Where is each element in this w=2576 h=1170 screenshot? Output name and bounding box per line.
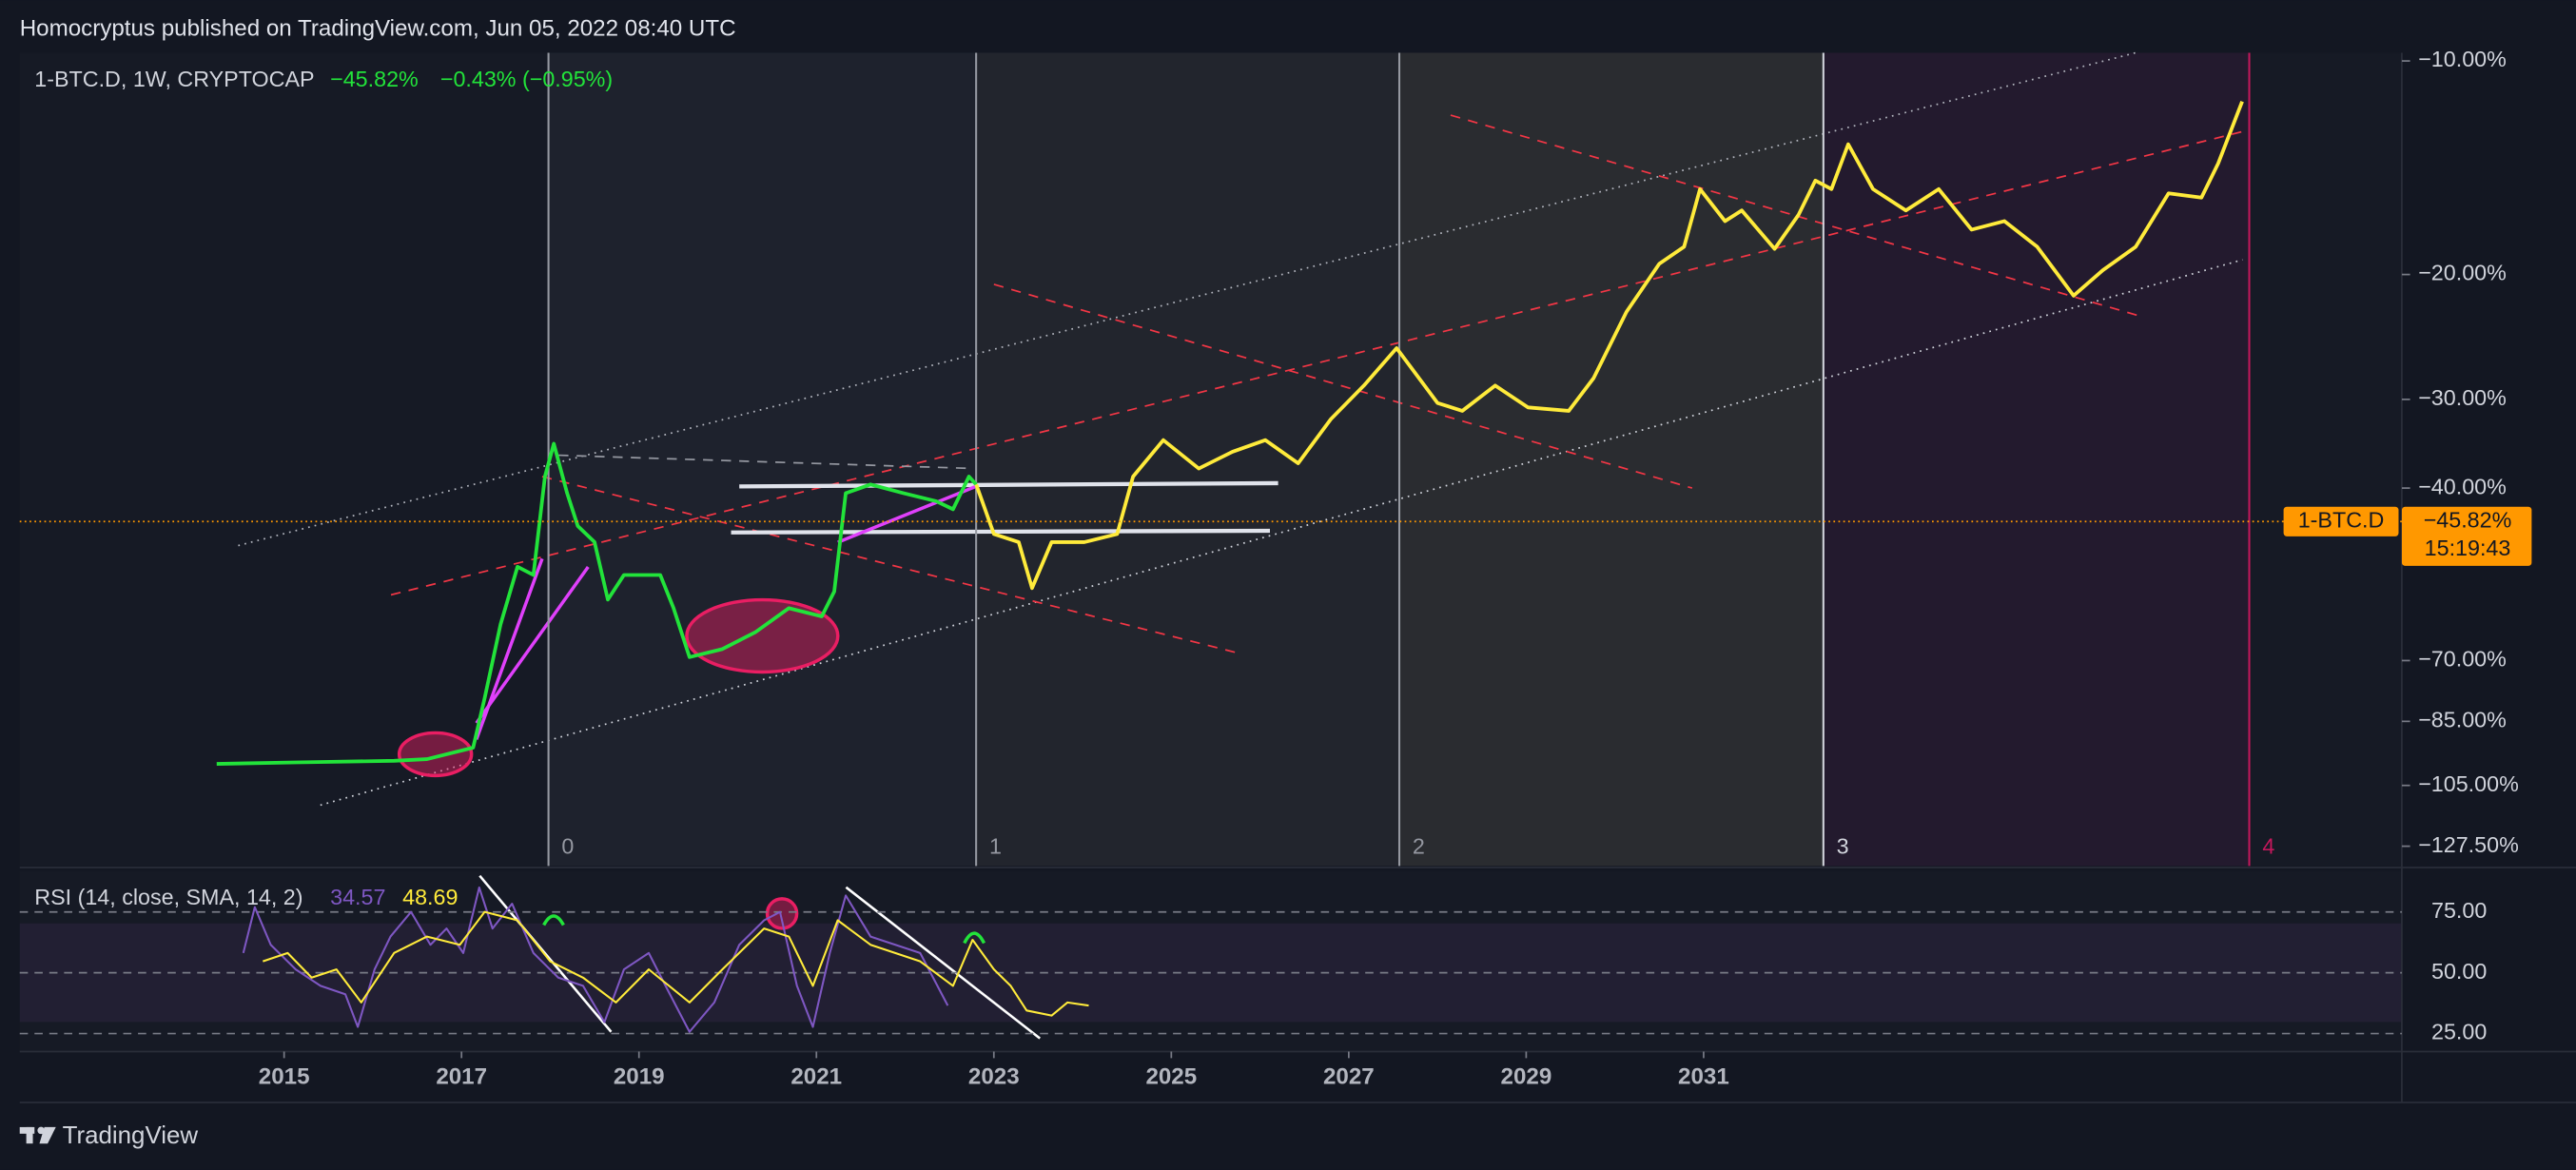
- footer-brand: TradingView: [63, 1122, 199, 1149]
- y-tick-label: −20.00%: [2418, 261, 2507, 285]
- y-tick-label: −85.00%: [2418, 708, 2507, 732]
- footer-logo: [19, 1126, 56, 1144]
- cycle-label: 1: [989, 833, 1002, 858]
- rsi-tick-label: 75.00: [2431, 898, 2487, 923]
- rsi-legend: RSI (14, close, SMA, 14, 2): [34, 885, 302, 909]
- y-tick-label: −105.00%: [2418, 771, 2519, 796]
- trend-line: [1450, 114, 2145, 319]
- publisher-header: Homocryptus published on TradingView.com…: [20, 16, 736, 42]
- y-tick-label: −40.00%: [2418, 474, 2507, 498]
- price-tag: [2401, 506, 2532, 566]
- sma-last: 48.69: [402, 885, 458, 909]
- price-line: [216, 441, 978, 766]
- x-tick-label: 2031: [1678, 1064, 1729, 1090]
- cycle-label: 2: [1413, 833, 1425, 858]
- price-tag-countdown: 15:19:43: [2425, 536, 2511, 560]
- y-tick-label: −127.50%: [2418, 832, 2519, 857]
- rsi-last: 34.57: [330, 885, 385, 909]
- arc-marker: [542, 914, 565, 926]
- x-tick-label: 2015: [259, 1064, 310, 1090]
- channel-line: [238, 51, 2137, 547]
- y-tick-label: −30.00%: [2418, 385, 2507, 410]
- y-tick-label: −10.00%: [2418, 47, 2507, 71]
- level-line: [739, 480, 1278, 489]
- x-tick-label: 2021: [790, 1064, 842, 1090]
- x-tick-label: 2027: [1323, 1064, 1375, 1090]
- rsi-highlight: [765, 897, 799, 930]
- cycle-region: [1399, 52, 1824, 867]
- price-line: [974, 101, 2244, 591]
- support-line: [837, 484, 977, 544]
- rsi-tick-label: 25.00: [2431, 1020, 2487, 1044]
- highlight-ellipse: [685, 597, 840, 674]
- channel-line: [320, 259, 2243, 807]
- rsi-tick-label: 50.00: [2431, 959, 2487, 984]
- rsi-line: [262, 910, 1089, 1017]
- plot: 0 1 2 3 4 −10.00% −20.00% −30.00% −40.00% −70.00%…: [19, 47, 2532, 1090]
- rsi-line: [242, 886, 949, 1033]
- x-tick-label: 2019: [614, 1064, 665, 1090]
- level-line: [731, 528, 1271, 535]
- cycle-label: 4: [2262, 833, 2274, 858]
- cycle-label: 0: [561, 833, 574, 858]
- support-line: [475, 565, 590, 725]
- x-tick-label: 2025: [1145, 1064, 1197, 1090]
- arc-marker: [963, 931, 986, 945]
- cycle-region: [548, 52, 977, 867]
- y-tick-label: −70.00%: [2418, 647, 2507, 672]
- symbol-tag: [2283, 506, 2399, 536]
- symbol-tag-label: 1-BTC.D: [2298, 507, 2385, 532]
- x-tick-label: 2023: [968, 1064, 1020, 1090]
- trend-line: [390, 130, 2243, 596]
- cycle-label: 3: [1837, 833, 1849, 858]
- price-tag-value: −45.82%: [2424, 507, 2512, 532]
- cycle-region: [1823, 52, 2250, 867]
- highlight-ellipse: [397, 731, 474, 778]
- logo-shape: [39, 1126, 56, 1144]
- trend-line: [993, 283, 1693, 489]
- logo-bar: [26, 1126, 33, 1144]
- last-value: −45.82%: [330, 67, 419, 91]
- trend-line: [558, 454, 969, 470]
- drawings: [238, 51, 2243, 1040]
- x-tick-label: 2017: [436, 1064, 487, 1090]
- symbol-legend: 1-BTC.D, 1W, CRYPTOCAP: [34, 67, 314, 91]
- change-value: −0.43% (−0.95%): [440, 67, 613, 91]
- x-tick-label: 2029: [1501, 1064, 1552, 1090]
- cycle-regions: [548, 52, 2250, 867]
